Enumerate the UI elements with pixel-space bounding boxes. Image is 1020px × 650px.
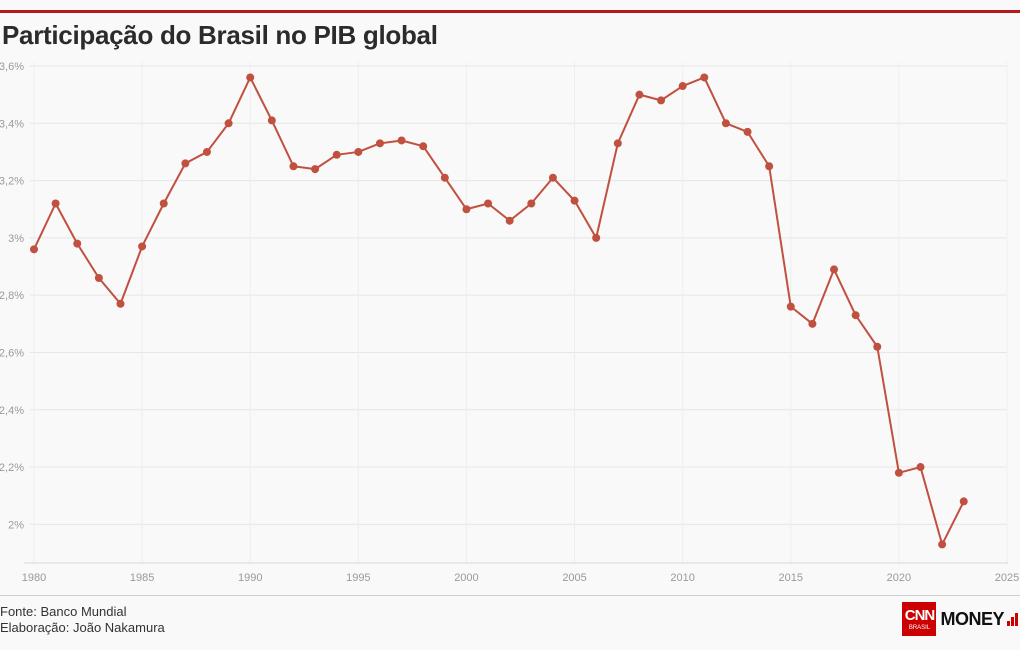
- line-chart: 2%2,2%2,4%2,6%2,8%3%3,2%3,4%3,6% 1980 198…: [0, 61, 1019, 584]
- cnn-brasil-text: BRASIL: [908, 624, 931, 631]
- x-tick-label: 2000: [454, 572, 478, 584]
- data-point-2004[interactable]: [548, 173, 557, 182]
- y-tick-label: 3%: [8, 233, 24, 245]
- y-tick-label: 3,4%: [0, 118, 24, 130]
- data-point-2006[interactable]: [592, 233, 601, 242]
- data-point-2018[interactable]: [851, 311, 860, 320]
- money-bars-icon: [1006, 612, 1018, 626]
- data-point-2001[interactable]: [484, 199, 493, 208]
- data-point-1981[interactable]: [51, 199, 60, 208]
- y-tick-label: 2,8%: [0, 290, 24, 302]
- data-point-1997[interactable]: [397, 136, 406, 145]
- data-point-2011[interactable]: [700, 73, 709, 82]
- money-logo-text: MONEY: [940, 608, 1004, 629]
- x-tick-label: 2010: [670, 572, 694, 584]
- data-point-1985[interactable]: [138, 242, 147, 251]
- series-group: [30, 73, 968, 549]
- data-point-2008[interactable]: [635, 90, 644, 99]
- series-line: [33, 76, 965, 546]
- data-point-1990[interactable]: [246, 73, 255, 82]
- chart-title: Participação do Brasil no PIB global: [2, 20, 438, 50]
- data-point-1988[interactable]: [202, 147, 211, 156]
- y-tick-label: 2,4%: [0, 405, 24, 417]
- data-point-2010[interactable]: [678, 82, 687, 91]
- brand-logo: CNN BRASIL MONEY: [902, 602, 1018, 636]
- top-accent-rule: [0, 10, 1020, 13]
- data-point-2009[interactable]: [657, 96, 666, 105]
- data-point-2021[interactable]: [916, 463, 925, 472]
- data-point-2023[interactable]: [959, 497, 968, 506]
- author-text: Elaboração: João Nakamura: [0, 620, 165, 635]
- x-tick-label: 2005: [562, 572, 586, 584]
- y-tick-label: 3,6%: [0, 61, 24, 73]
- data-point-1982[interactable]: [73, 239, 82, 248]
- y-tick-label: 2%: [8, 519, 24, 531]
- data-point-1991[interactable]: [267, 116, 276, 125]
- data-point-1999[interactable]: [440, 173, 449, 182]
- data-point-2005[interactable]: [570, 196, 579, 205]
- x-tick-label: 2025: [995, 572, 1019, 584]
- data-point-2017[interactable]: [830, 265, 839, 274]
- data-point-1989[interactable]: [224, 119, 233, 128]
- data-point-2016[interactable]: [808, 319, 817, 328]
- data-point-1987[interactable]: [181, 159, 190, 168]
- data-point-2003[interactable]: [527, 199, 536, 208]
- data-point-1996[interactable]: [375, 139, 384, 148]
- data-point-2022[interactable]: [938, 540, 947, 549]
- y-tick-label: 2,2%: [0, 462, 24, 474]
- y-axis-ticks: 2% 2,2% 2,4% 2,6% 2,8% 3% 3,2% 3,4% 3,6%: [0, 61, 24, 531]
- cnn-logo: CNN BRASIL: [902, 602, 937, 636]
- x-tick-label: 2020: [887, 572, 911, 584]
- data-point-2007[interactable]: [613, 139, 622, 148]
- data-point-2002[interactable]: [505, 216, 514, 225]
- cnn-logo-text: CNN: [904, 606, 935, 624]
- data-point-2012[interactable]: [721, 119, 730, 128]
- data-point-1986[interactable]: [159, 199, 168, 208]
- x-tick-label: 2015: [779, 572, 803, 584]
- y-tick-label: 3,2%: [0, 176, 24, 188]
- x-tick-label: 1995: [346, 572, 370, 584]
- source-block: Fonte: Banco Mundial Elaboração: João Na…: [0, 604, 165, 636]
- data-point-1983[interactable]: [94, 273, 103, 282]
- data-point-1995[interactable]: [354, 147, 363, 156]
- data-point-2015[interactable]: [786, 302, 795, 311]
- source-text: Fonte: Banco Mundial: [0, 604, 127, 619]
- data-point-2019[interactable]: [873, 342, 882, 351]
- data-point-2020[interactable]: [894, 468, 903, 477]
- data-point-2014[interactable]: [765, 162, 774, 171]
- x-tick-label: 1985: [130, 572, 154, 584]
- x-tick-label: 1980: [22, 572, 46, 584]
- y-tick-label: 2,6%: [0, 347, 24, 359]
- data-point-1984[interactable]: [116, 299, 125, 308]
- data-point-1998[interactable]: [419, 142, 428, 151]
- grid-lines: [30, 62, 1008, 563]
- x-axis-ticks: 1980 1985 1990 1995 2000 2005 2010 2015 2020 2025: [22, 572, 1019, 584]
- data-point-2000[interactable]: [462, 205, 471, 214]
- data-point-1992[interactable]: [289, 162, 298, 171]
- data-point-1993[interactable]: [311, 165, 320, 174]
- data-point-1994[interactable]: [332, 150, 341, 159]
- data-point-1980[interactable]: [30, 245, 38, 254]
- footer-rule: [0, 595, 1020, 596]
- x-tick-label: 1990: [238, 572, 262, 584]
- data-point-2013[interactable]: [743, 127, 752, 136]
